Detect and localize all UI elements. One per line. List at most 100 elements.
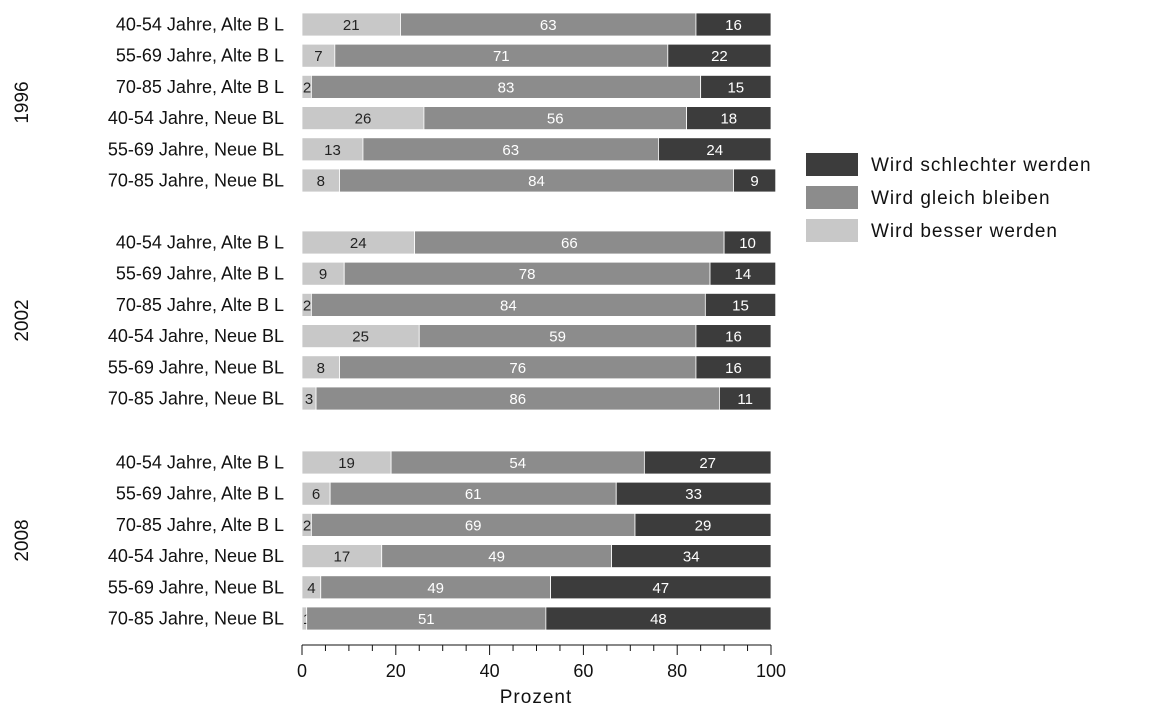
data-label-better: 24 [350,235,367,252]
legend-swatch-better [806,219,858,242]
x-tick-label: 80 [667,661,687,681]
data-label-worse: 34 [683,549,700,566]
row-label: 70-85 Jahre, Alte B L [116,295,284,315]
x-axis-ticks: 0 20 40 60 80 100 [297,645,786,681]
bar-segment-worse [658,137,772,162]
year-label: 1996 [12,81,33,123]
bar-segment-worse [723,230,772,255]
legend: Wird schlechter werden Wird gleich bleibe… [806,153,1092,242]
data-label-worse: 18 [720,111,737,128]
row-label: 55-69 Jahre, Alte B L [116,264,284,284]
data-label-same: 84 [528,173,545,190]
x-tick-label: 20 [386,661,406,681]
x-axis-title: Prozent [500,687,572,708]
data-label-worse: 9 [750,173,758,190]
data-label-same: 78 [519,266,536,283]
data-label-same: 69 [465,517,482,534]
row-labels-layer: 40-54 Jahre, Alte B L 55-69 Jahre, Alte B… [108,15,284,629]
data-label-better: 13 [324,142,341,159]
data-label-better: 2 [303,297,311,314]
data-label-better: 17 [334,549,351,566]
bar-segment-worse [686,106,772,130]
year-label: 2008 [12,519,33,561]
bar-segment-worse [695,324,772,349]
row-label: 40-54 Jahre, Alte B L [116,15,284,35]
year-labels-layer: 1996 2002 2008 [12,81,33,561]
bar-segment-worse [545,606,772,631]
x-tick-label: 0 [297,661,307,681]
x-tick-label: 60 [573,661,593,681]
data-label-worse: 15 [732,297,749,314]
bar-segment-worse [615,481,772,506]
bar-segment-worse [700,75,772,99]
data-label-same: 86 [509,391,526,408]
row-label: 55-69 Jahre, Neue BL [108,577,284,597]
data-label-worse: 47 [652,580,669,597]
row-label: 40-54 Jahre, Neue BL [108,108,284,128]
x-axis: 0 20 40 60 80 100 Prozent [297,644,786,708]
data-label-worse: 16 [725,329,742,346]
bar-segment-worse [634,513,772,537]
data-label-same: 63 [540,17,557,34]
row-label: 40-54 Jahre, Neue BL [108,546,284,566]
data-label-better: 6 [312,486,320,503]
row-label: 70-85 Jahre, Neue BL [108,171,284,191]
legend-label-worse: Wird schlechter werden [871,155,1092,176]
bar-segment-worse [643,450,772,475]
bar-segment-worse [719,386,772,411]
legend-swatch-same [806,186,858,209]
data-label-same: 51 [418,611,435,628]
row-label: 55-69 Jahre, Alte B L [116,484,284,504]
legend-label-better: Wird besser werden [871,221,1058,242]
data-label-worse: 15 [727,79,744,96]
bar-segment-worse [695,12,772,37]
bar-segment-worse [695,355,772,380]
data-label-better: 3 [305,391,313,408]
data-label-better: 25 [352,329,369,346]
legend-swatch-worse [806,153,858,176]
row-label: 70-85 Jahre, Alte B L [116,77,284,97]
row-label: 70-85 Jahre, Neue BL [108,389,284,409]
bar-segment-worse [550,575,772,600]
data-label-better: 9 [319,266,327,283]
data-label-better: 7 [314,48,322,65]
data-label-same: 63 [502,142,519,159]
data-label-worse: 33 [685,486,702,503]
bar-segment-worse [704,292,777,317]
data-label-same: 76 [509,360,526,377]
data-label-same: 59 [549,329,566,346]
data-label-worse: 29 [695,517,712,534]
data-label-worse: 16 [725,17,742,34]
data-label-worse: 11 [737,391,753,408]
data-label-worse: 48 [650,611,667,628]
data-label-better: 21 [343,17,360,34]
data-label-worse: 24 [706,142,723,159]
x-tick-label: 100 [756,661,786,681]
x-tick-label: 40 [480,661,500,681]
row-label: 55-69 Jahre, Neue BL [108,139,284,159]
bar-segment-worse [611,544,772,568]
data-label-same: 61 [465,486,482,503]
year-label: 2002 [12,299,33,341]
bar-segment-worse [667,43,772,68]
row-label: 55-69 Jahre, Neue BL [108,357,284,377]
legend-label-same: Wird gleich bleiben [871,188,1051,209]
data-label-same: 71 [493,48,510,65]
data-label-same: 66 [561,235,578,252]
data-label-better: 2 [303,79,311,96]
data-label-same: 84 [500,297,517,314]
row-label: 70-85 Jahre, Alte B L [116,515,284,535]
bar-segment-worse [709,261,777,286]
data-label-worse: 22 [711,48,728,65]
data-label-same: 56 [547,111,564,128]
data-label-worse: 27 [699,455,716,472]
row-label: 40-54 Jahre, Neue BL [108,326,284,346]
data-label-better: 8 [317,173,325,190]
data-label-better: 26 [355,111,372,128]
data-label-better: 19 [338,455,355,472]
row-label: 40-54 Jahre, Alte B L [116,233,284,253]
data-label-same: 54 [509,455,526,472]
row-label: 40-54 Jahre, Alte B L [116,453,284,473]
